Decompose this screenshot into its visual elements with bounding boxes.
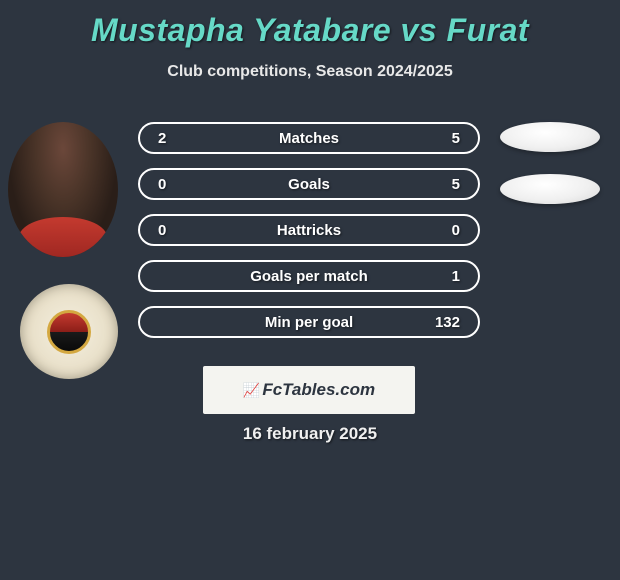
stat-right-value: 5: [452, 176, 460, 193]
footer-brand-text: FcTables.com: [262, 380, 375, 400]
stat-label: Matches: [140, 130, 478, 147]
stat-row-goals-per-match: Goals per match 1: [138, 260, 480, 292]
chart-icon: 📈: [243, 382, 260, 399]
player-avatar: [8, 122, 118, 257]
stat-left-value: 0: [158, 222, 166, 239]
stat-right-value: 132: [435, 314, 460, 331]
stat-row-goals: 0 Goals 5: [138, 168, 480, 200]
stat-label: Hattricks: [140, 222, 478, 239]
club-badge-inner: [47, 310, 91, 354]
subtitle: Club competitions, Season 2024/2025: [0, 63, 620, 81]
stat-left-value: 2: [158, 130, 166, 147]
stat-label: Goals: [140, 176, 478, 193]
stats-area: 2 Matches 5 0 Goals 5 0 Hattricks 0 Goal…: [138, 122, 480, 352]
footer-brand-badge: 📈 FcTables.com: [203, 366, 415, 414]
stat-right-value: 1: [452, 268, 460, 285]
page-title: Mustapha Yatabare vs Furat: [0, 0, 620, 49]
stat-right-value: 0: [452, 222, 460, 239]
club-badge: [20, 284, 118, 379]
right-indicator-oval: [500, 174, 600, 204]
stat-left-value: 0: [158, 176, 166, 193]
stat-label: Min per goal: [140, 314, 478, 331]
stat-row-hattricks: 0 Hattricks 0: [138, 214, 480, 246]
stat-row-matches: 2 Matches 5: [138, 122, 480, 154]
right-indicator-oval: [500, 122, 600, 152]
date-text: 16 february 2025: [0, 424, 620, 444]
stat-row-min-per-goal: Min per goal 132: [138, 306, 480, 338]
stat-right-value: 5: [452, 130, 460, 147]
stat-label: Goals per match: [140, 268, 478, 285]
